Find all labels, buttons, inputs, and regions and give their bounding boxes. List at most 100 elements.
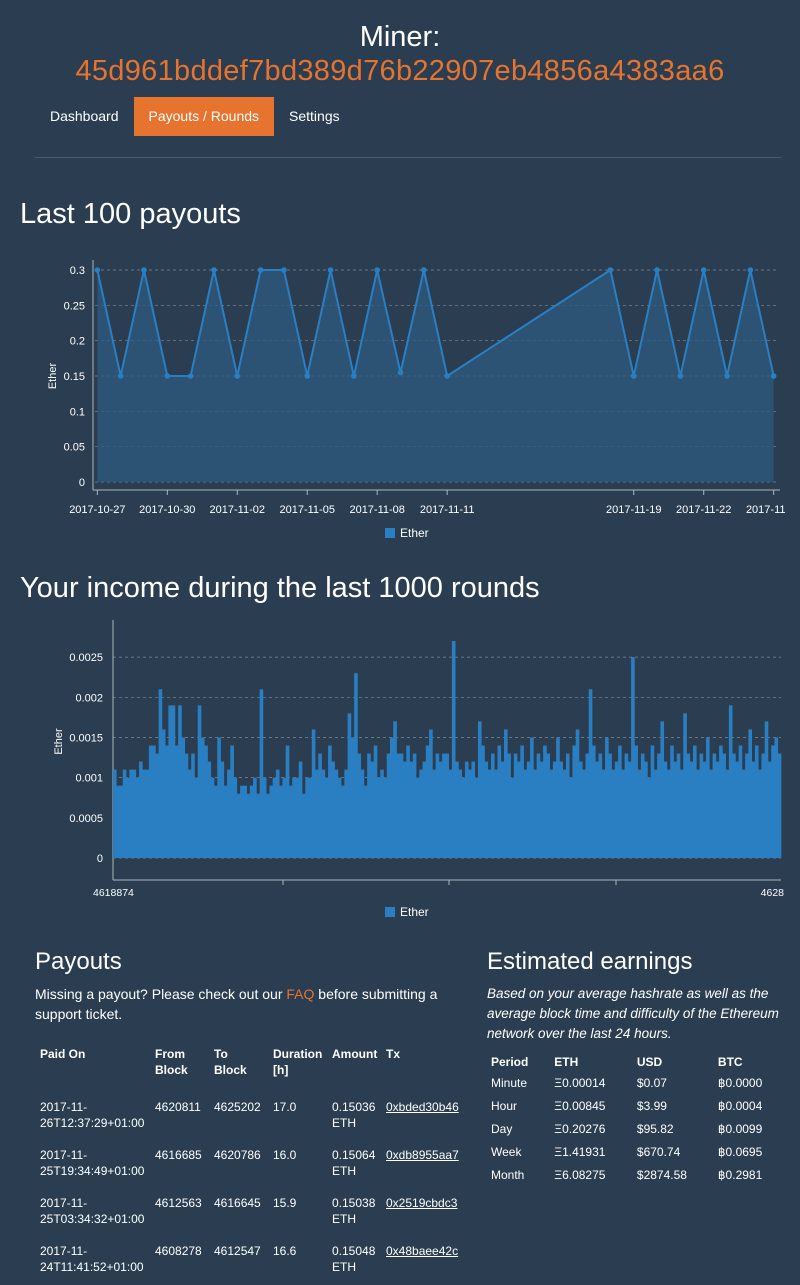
bar [474,777,479,858]
duration-cell: 17.0 [273,1100,297,1114]
bar [122,769,127,858]
bar [207,761,212,858]
bar [507,753,511,858]
bar [409,761,414,858]
y-tick-label: 0.1 [70,406,85,418]
data-point [351,373,357,379]
bar [471,761,476,858]
bar [282,777,287,858]
data-point [164,373,171,379]
bar [767,761,772,858]
bar [165,745,169,858]
bar [129,769,133,858]
tab-payouts-rounds[interactable]: Payouts / Rounds [133,97,275,136]
tx-link[interactable]: 0xdb8955aa7 [386,1148,459,1162]
bar [621,769,625,858]
y-tick-label: 0.0015 [69,732,103,744]
table-row: Minute Ξ0.00014 $0.07 ฿0.0000 [487,1072,787,1095]
from-block-cell: 4620811 [155,1100,201,1114]
bar [565,753,570,858]
bar [191,753,195,858]
bar [119,785,124,858]
bar [386,753,391,858]
bar [634,745,638,858]
y-tick-label: 0.0025 [69,652,103,664]
tab-dashboard[interactable]: Dashboard [50,108,119,124]
payouts-note: Missing a payout? Please check out our F… [35,984,465,1024]
bar [481,745,485,858]
eth-cell: Ξ6.08275 [554,1168,606,1182]
bar [526,761,531,858]
bar [777,753,782,858]
bar [715,761,720,858]
data-point [700,267,707,273]
bar [435,753,440,858]
bar [350,737,355,858]
col-from-block: From Block [155,1047,188,1077]
data-point [421,267,427,273]
period-cell: Minute [491,1076,528,1090]
bar [412,753,417,858]
eth-cell: Ξ0.20276 [554,1122,606,1136]
bar [458,769,463,858]
table-row: Day Ξ0.20276 $95.82 ฿0.0099 [487,1118,787,1141]
bar [627,761,632,858]
bar [605,737,609,858]
bar [116,785,120,858]
bar [422,761,427,858]
bar [484,761,489,858]
bar [679,769,684,858]
bar [608,753,612,858]
data-point [397,369,404,376]
bar [419,769,423,858]
payouts-note-text: Missing a payout? Please check out our [35,986,287,1002]
btc-cell: ฿0.0004 [717,1099,763,1113]
from-block-cell: 4612563 [155,1196,202,1210]
bar [376,777,381,858]
bar [321,769,326,858]
tx-link[interactable]: 0x2519cbdc3 [386,1196,458,1210]
bar [719,745,723,858]
y-tick-label: 0 [79,477,85,489]
y-tick-label: 0.05 [64,442,85,454]
bar [269,785,274,858]
tx-cell: 0xbded30b46 [381,1093,465,1141]
bar [279,785,283,858]
bar [363,785,368,858]
tx-link[interactable]: 0x48baee42c [386,1244,459,1258]
bar [341,785,345,858]
payouts-chart-title: Last 100 payouts [20,198,241,230]
data-point [770,373,777,379]
usd-cell: $0.07 [636,1076,667,1090]
income-chart-title: Your income during the last 1000 rounds [20,572,540,604]
faq-link[interactable]: FAQ [286,986,315,1002]
data-point [141,267,147,273]
bar [728,705,733,858]
bar [477,721,482,858]
bar [272,777,277,858]
bar [389,737,394,858]
data-point [374,267,380,273]
payouts-title: Payouts [35,948,122,975]
bar [702,761,707,858]
bar [145,769,150,858]
bar [549,769,554,858]
y-tick-label: 0.25 [64,300,85,312]
bar [686,753,691,858]
bar [158,689,163,858]
bar [732,753,736,858]
to-block-cell: 4625202 [214,1100,261,1114]
bar [725,769,730,858]
bar [536,753,541,858]
tab-settings[interactable]: Settings [289,108,340,124]
bar [236,793,241,858]
eth-cell: Ξ1.41931 [554,1145,606,1159]
bar [758,769,762,858]
bar [113,769,117,858]
tx-link[interactable]: 0xbded30b46 [386,1100,459,1114]
x-tick-label: 2017-11-11 [420,504,475,516]
data-point [747,267,754,273]
bar [761,753,766,858]
bar [696,769,700,858]
bar [298,761,303,858]
